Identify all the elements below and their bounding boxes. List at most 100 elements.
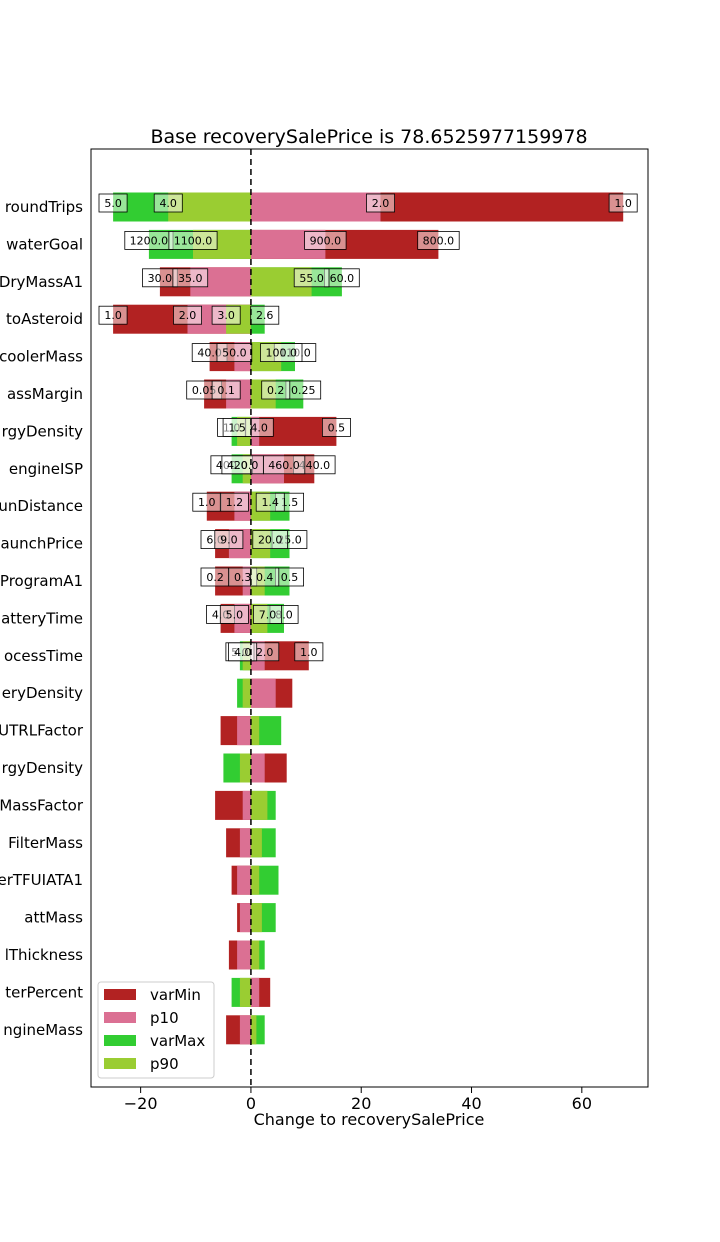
bar-p10-roundTrips — [250, 192, 381, 222]
annotation-text: 7.0 — [259, 608, 277, 621]
bar-p10-MassFactor — [242, 790, 251, 820]
annotation-text: 1.4 — [261, 496, 279, 509]
annotation-box — [293, 268, 330, 288]
annotation-text: 460.0 — [268, 459, 300, 472]
annotation-p10-atteryTime: 5.0 — [219, 605, 249, 624]
legend-swatch-p10 — [104, 1012, 136, 1023]
annotation-varMin-ocessTime: 1.0 — [294, 642, 324, 662]
annotation-varMax-toAsteroid: 2.6 — [250, 305, 280, 325]
annotation-varMax-assMargin: 0.25 — [285, 380, 322, 400]
bar-p90-UTRLFactor — [250, 716, 260, 746]
annotation-text: 4.0 — [159, 197, 177, 210]
annotation-box — [221, 455, 264, 475]
annotation-box — [168, 230, 218, 250]
annotation-varMin-roundTrips: 1.0 — [608, 193, 638, 213]
annotation-box — [261, 380, 291, 400]
annotation-varMin-ProgramA1: 0.2 — [200, 567, 230, 587]
annotation-text: 3.0 — [217, 309, 235, 322]
annotation-box — [250, 305, 280, 325]
annotation-text: 9.0 — [220, 534, 238, 547]
y-tick-label: DryMassA1 — [0, 273, 83, 291]
annotation-p10-DryMassA1: 35.0 — [172, 268, 209, 288]
annotation-text: 1.0 — [614, 197, 632, 210]
annotation-text: 35.0 — [178, 272, 203, 285]
annotation-p90-engineISP: 420.0 — [221, 455, 264, 475]
annotation-text: 2.6 — [256, 309, 274, 322]
y-tick-label: rgyDensity — [2, 422, 83, 440]
annotation-text: 100.0 — [266, 347, 298, 360]
annotation-text: 420.0 — [227, 459, 259, 472]
annotation-text: 2.0 — [372, 197, 390, 210]
bar-p10-lThickness — [237, 940, 251, 970]
annotation-box — [211, 305, 241, 325]
annotations-layer: 1.0 2.0 5.0 4.0 800.0 900.0 1200.0 1100.0 30.0 35… — [98, 193, 638, 662]
annotation-p10-assMargin: 0.1 — [211, 380, 241, 400]
annotation-text: 50.0 — [222, 347, 247, 360]
annotation-box — [219, 492, 249, 512]
y-tick-label: coolerMass — [0, 348, 83, 366]
annotation-p90-roundTrips: 4.0 — [153, 193, 183, 213]
legend-label-varMax: varMax — [150, 1032, 205, 1050]
bar-p90-FilterMass — [250, 828, 262, 858]
annotation-box — [417, 230, 460, 250]
bar-p90-erTFUIATA1 — [250, 865, 260, 895]
bar-p10-UTRLFactor — [237, 716, 251, 746]
annotation-varMax-ProgramA1: 0.5 — [275, 567, 305, 587]
annotation-text: 0.5 — [328, 421, 346, 434]
bar-p90-rgyDensity — [239, 753, 251, 783]
annotation-p10-ocessTime: 2.0 — [250, 642, 280, 662]
y-tick-label: toAsteroid — [6, 310, 83, 328]
annotation-p10-ProgramA1: 0.3 — [228, 567, 258, 587]
y-tick-label: FilterMass — [8, 834, 83, 852]
annotation-varMin-unDistance: 1.0 — [192, 492, 222, 512]
annotation-box — [321, 417, 351, 437]
y-tick-label: aunchPrice — [0, 535, 83, 553]
annotation-text: 60.0 — [330, 272, 355, 285]
annotation-p10-coolerMass: 50.0 — [216, 343, 253, 363]
annotation-box — [294, 642, 324, 662]
bar-p10-terPercent — [250, 977, 260, 1007]
x-tick-label: 40 — [461, 1094, 481, 1113]
y-tick-label: ProgramA1 — [0, 572, 83, 590]
annotation-p10-engineISP: 460.0 — [262, 455, 306, 475]
annotation-p10-unDistance: 1.2 — [219, 492, 249, 512]
annotation-box — [366, 193, 396, 213]
annotation-p10-aunchPrice: 9.0 — [214, 530, 244, 549]
y-tick-label: engineISP — [9, 460, 83, 478]
annotation-text: 40.0 — [197, 347, 222, 360]
annotation-p10-waterGoal: 900.0 — [304, 230, 347, 250]
annotation-text: 440.0 — [299, 459, 331, 472]
y-tick-label: eryDensity — [2, 684, 83, 702]
annotation-box — [98, 193, 128, 213]
annotation-varMax-DryMassA1: 60.0 — [324, 268, 360, 288]
annotation-text: 0.05 — [192, 384, 217, 397]
annotation-text: 900.0 — [310, 234, 342, 247]
annotation-box — [260, 343, 303, 363]
annotation-text: 0.2 — [206, 571, 224, 584]
annotation-box — [222, 417, 252, 437]
bar-p10-rgyDensity — [250, 753, 265, 783]
annotation-text: 5.0 — [104, 197, 122, 210]
bar-p90-lThickness — [250, 940, 260, 970]
bar-p90-MassFactor — [250, 790, 268, 820]
bar-p10-eryDensity — [250, 678, 276, 708]
annotation-box — [216, 343, 253, 363]
legend-swatch-varMax — [104, 1035, 136, 1046]
y-tick-label: atteryTime — [1, 609, 83, 627]
y-tick-label: ngineMass — [3, 1021, 83, 1039]
annotation-text: 5.0 — [226, 608, 244, 621]
legend-label-p10: p10 — [150, 1009, 179, 1027]
y-tick-label: attMass — [24, 909, 83, 927]
annotation-text: 2.0 — [179, 309, 197, 322]
annotation-p90-DryMassA1: 55.0 — [293, 268, 330, 288]
x-tick-label: 60 — [572, 1094, 592, 1113]
annotation-text: 800.0 — [423, 234, 455, 247]
annotation-box — [252, 605, 282, 624]
y-tick-label: assMargin — [7, 385, 83, 403]
annotation-box — [304, 230, 347, 250]
x-tick-label: −20 — [124, 1094, 158, 1113]
annotation-text: 1.0 — [300, 646, 318, 659]
annotation-box — [211, 380, 241, 400]
annotation-text: 4.0 — [250, 421, 268, 434]
